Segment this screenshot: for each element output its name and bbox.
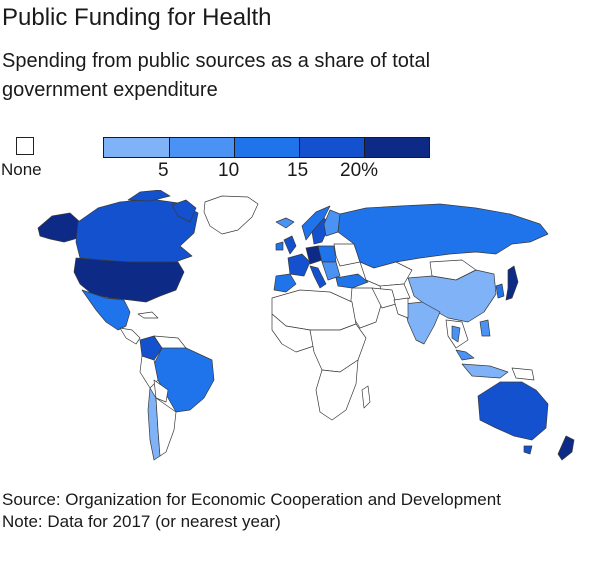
region-russia bbox=[337, 203, 549, 269]
legend-color-scale bbox=[103, 137, 430, 158]
region-mexico bbox=[81, 289, 131, 331]
legend-bin-4 bbox=[299, 138, 364, 157]
legend-none-swatch bbox=[16, 137, 34, 155]
region-greenland bbox=[203, 195, 259, 235]
region-italy bbox=[309, 265, 327, 289]
region-thailand bbox=[451, 325, 461, 343]
region-iceland bbox=[275, 217, 295, 229]
region-ukraine-belarus bbox=[333, 243, 361, 267]
legend-tick-20: 20% bbox=[340, 160, 379, 181]
page-title: Public Funding for Health bbox=[2, 4, 272, 31]
legend-none-label: None bbox=[1, 160, 42, 179]
note-line: Note: Data for 2017 (or nearest year) bbox=[2, 512, 281, 531]
region-turkey bbox=[335, 273, 369, 289]
region-alaska bbox=[37, 212, 81, 243]
source-note: Source: Organization for Economic Cooper… bbox=[2, 489, 562, 533]
legend-bin-2 bbox=[169, 138, 234, 157]
legend-tick-10: 10 bbox=[218, 160, 240, 181]
region-brazil bbox=[153, 347, 215, 413]
source-line: Source: Organization for Economic Cooper… bbox=[2, 490, 501, 509]
legend-tick-5: 5 bbox=[158, 160, 169, 181]
legend-bin-1 bbox=[104, 138, 169, 157]
region-tasmania bbox=[523, 445, 533, 455]
legend-bin-5 bbox=[364, 138, 429, 157]
region-south-korea bbox=[495, 283, 505, 299]
region-cuba bbox=[137, 311, 159, 319]
legend-bin-3 bbox=[234, 138, 299, 157]
region-arctic-islands bbox=[127, 190, 171, 202]
region-france bbox=[287, 253, 311, 277]
region-australia bbox=[477, 381, 549, 441]
region-peru bbox=[139, 355, 159, 389]
region-balkans bbox=[321, 261, 341, 281]
legend-tick-15: 15 bbox=[287, 160, 309, 181]
region-africa-south bbox=[315, 359, 359, 421]
region-new-guinea bbox=[511, 367, 535, 381]
region-pakistan bbox=[393, 297, 409, 319]
region-philippines bbox=[479, 319, 491, 337]
region-spain-portugal bbox=[273, 273, 297, 293]
region-malaysia bbox=[455, 349, 475, 361]
region-indonesia bbox=[461, 363, 509, 379]
region-uk bbox=[283, 235, 297, 255]
region-usa bbox=[73, 257, 185, 303]
region-bolivia bbox=[153, 379, 169, 403]
region-africa-west bbox=[271, 313, 315, 353]
chart-subtitle: Spending from public sources as a share … bbox=[2, 50, 431, 101]
region-ireland bbox=[275, 241, 284, 251]
region-africa-north bbox=[271, 289, 357, 331]
region-argentina bbox=[155, 397, 177, 457]
region-new-zealand bbox=[557, 435, 575, 461]
region-madagascar bbox=[361, 385, 371, 409]
region-japan bbox=[505, 265, 519, 301]
region-kazakhstan bbox=[359, 261, 413, 287]
region-colombia bbox=[139, 335, 163, 361]
world-map bbox=[37, 190, 575, 461]
region-baffin bbox=[171, 199, 197, 223]
region-india bbox=[403, 301, 441, 345]
region-central-america bbox=[119, 327, 141, 345]
region-finland bbox=[323, 209, 341, 237]
